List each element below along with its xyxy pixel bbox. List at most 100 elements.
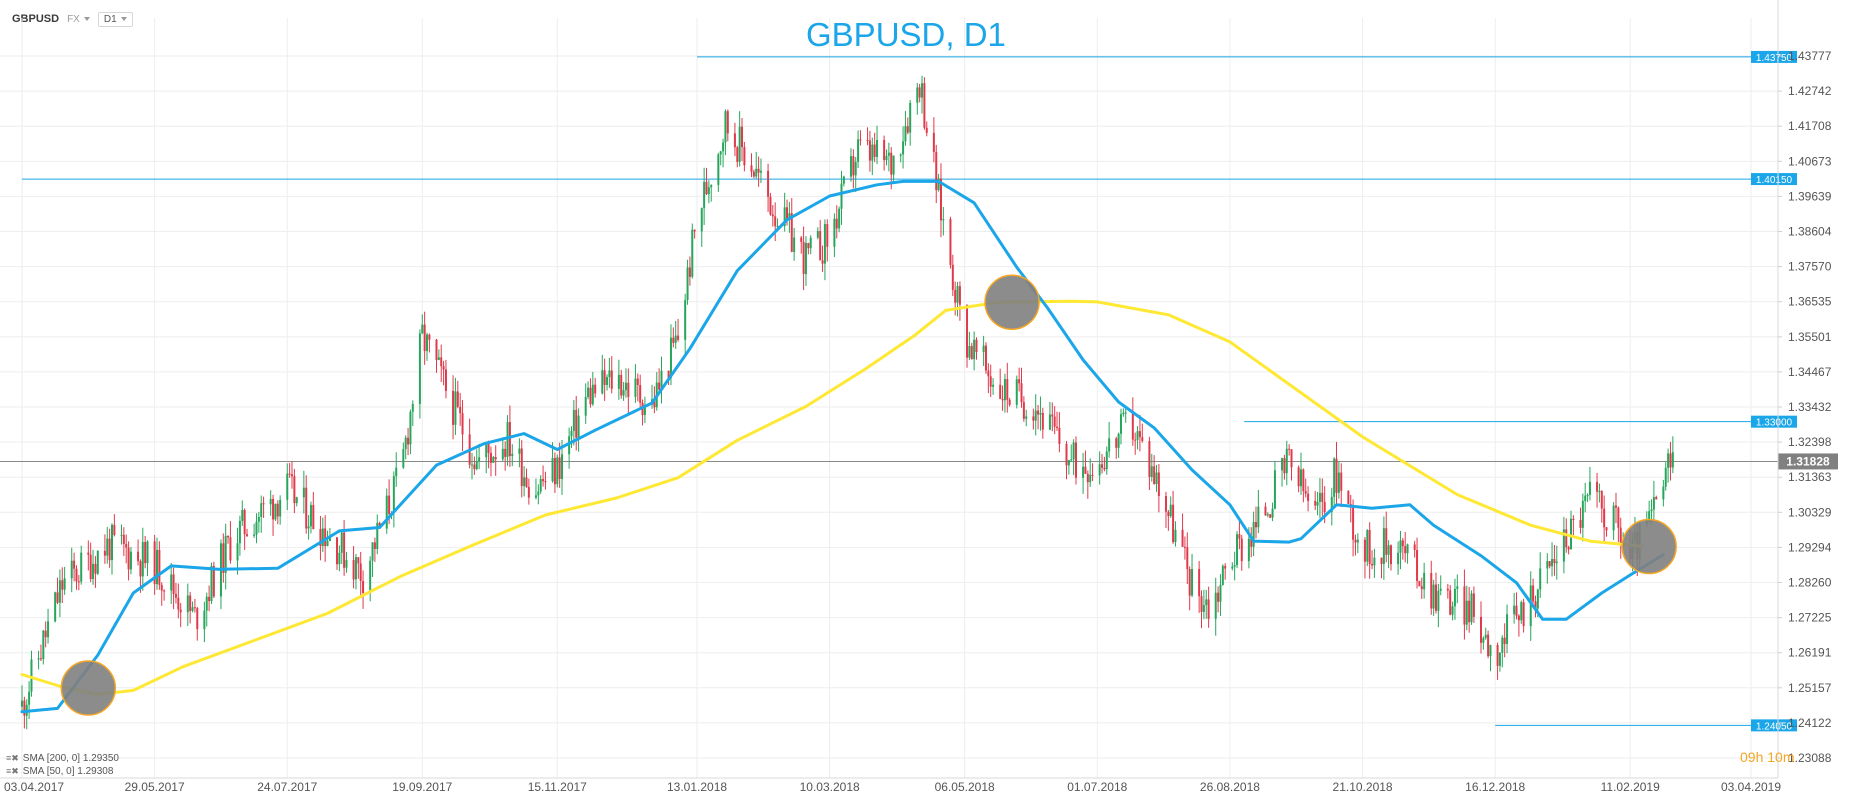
candle-body: [324, 528, 327, 546]
candle-body: [1669, 453, 1672, 468]
candle-body: [205, 596, 208, 611]
candle-body: [1335, 458, 1338, 493]
candle-body: [1565, 529, 1568, 548]
candle-body: [1399, 540, 1402, 553]
current-price-label: 1.31828: [1786, 454, 1830, 468]
candle-body: [1247, 538, 1250, 562]
candle-body: [591, 384, 594, 405]
candle-body: [534, 495, 537, 498]
x-tick-label: 06.05.2018: [935, 780, 995, 794]
candle-body: [1122, 412, 1125, 415]
candle-body: [717, 154, 720, 185]
candle-body: [774, 216, 777, 227]
candle-body: [1667, 453, 1670, 468]
candle-body: [1231, 566, 1234, 569]
x-tick-label: 03.04.2017: [4, 780, 64, 794]
candle-body: [1273, 470, 1276, 509]
candle-body: [475, 461, 478, 470]
candle-body: [454, 391, 457, 425]
settings-icon[interactable]: ≡✖: [6, 753, 19, 763]
candle-body: [606, 377, 609, 385]
candle-body: [328, 537, 331, 542]
candle-body: [359, 563, 362, 581]
candle-body: [1025, 416, 1028, 419]
candle-body: [755, 168, 758, 177]
sma-lines: [20, 179, 1665, 714]
candle-body: [158, 549, 161, 585]
candle-body: [1134, 439, 1137, 441]
x-tick-label: 03.04.2019: [1721, 780, 1781, 794]
settings-icon[interactable]: ≡✖: [6, 766, 19, 776]
current-price-tag: [1778, 453, 1838, 470]
candle-body: [653, 399, 656, 408]
candle-body: [783, 207, 786, 227]
candle-body: [757, 168, 760, 173]
y-tick-label: 1.23088: [1788, 751, 1832, 765]
timeframe-select[interactable]: D1: [97, 11, 133, 27]
candle-body: [520, 448, 523, 487]
candle-body: [106, 538, 109, 556]
legend-sma200[interactable]: ≡✖ SMA [200, 0] 1.29350: [6, 752, 119, 765]
candle-body: [561, 454, 564, 479]
y-tick-label: 1.31363: [1788, 470, 1832, 484]
candle-body: [1664, 467, 1667, 487]
candle-body: [269, 498, 272, 505]
candle-body: [1138, 431, 1141, 438]
y-tick-label: 1.39639: [1788, 189, 1832, 203]
x-tick-label: 24.07.2017: [257, 780, 317, 794]
candle-body: [1283, 458, 1286, 474]
symbol-label[interactable]: GBPUSD: [12, 13, 60, 25]
candle-body: [672, 337, 675, 343]
candle-body: [636, 378, 639, 385]
candle-body: [1200, 596, 1203, 612]
x-tick-label: 15.11.2017: [528, 780, 587, 794]
candle-body: [1387, 545, 1390, 555]
legend-sma50[interactable]: ≡✖ SMA [50, 0] 1.29308: [6, 765, 119, 778]
candle-body: [719, 151, 722, 155]
market-select[interactable]: FX: [67, 13, 90, 25]
candle-body: [1596, 481, 1599, 492]
candle-body: [1655, 497, 1658, 500]
crossover-marker: [60, 660, 117, 716]
candle-body: [305, 487, 308, 529]
candle-body: [418, 333, 421, 404]
candle-body: [1330, 496, 1333, 513]
candle-body: [312, 505, 315, 530]
candle-body: [1098, 464, 1101, 476]
candle-body: [620, 374, 623, 396]
y-tick-label: 1.43777: [1788, 49, 1832, 63]
candle-body: [402, 449, 405, 468]
level-lines: 1.43750 1.40150 1.33000 1.24050 1.31828: [0, 50, 1838, 732]
x-tick-label: 01.07.2018: [1067, 780, 1127, 794]
candle-body: [1498, 652, 1501, 666]
candle-body: [771, 214, 774, 217]
candle-body: [1018, 379, 1021, 384]
candle-body: [833, 218, 836, 247]
candle-body: [1117, 433, 1120, 448]
level-price-tag: [1751, 719, 1797, 732]
candle-body: [1482, 638, 1485, 643]
bar-timer: 09h 10m: [1740, 749, 1795, 765]
candle-body: [1238, 534, 1241, 539]
x-axis-ticks: 03.04.2017 29.05.2017 24.07.2017 19.09.2017…: [0, 777, 1781, 794]
candle-body: [92, 563, 95, 580]
candle-body: [1470, 593, 1473, 623]
candle-body: [494, 457, 497, 460]
chevron-down-icon: [83, 17, 90, 22]
candle-body: [357, 557, 360, 564]
candle-body: [1579, 520, 1582, 528]
y-tick-label: 1.36535: [1788, 295, 1832, 309]
candle-body: [871, 144, 874, 161]
candle-body: [1174, 529, 1177, 543]
candle-body: [1233, 565, 1236, 567]
candle-body: [262, 503, 265, 505]
candle-body: [838, 208, 841, 229]
candle-body: [1389, 545, 1392, 565]
candle-body: [1567, 547, 1570, 550]
candle-body: [1167, 511, 1170, 517]
candle-body: [1520, 602, 1523, 621]
candle-body: [807, 243, 810, 249]
candle-body: [1037, 410, 1040, 415]
candle-body: [752, 171, 755, 177]
